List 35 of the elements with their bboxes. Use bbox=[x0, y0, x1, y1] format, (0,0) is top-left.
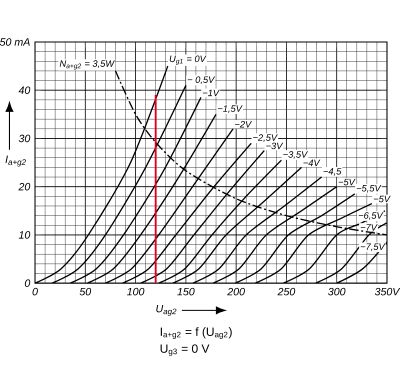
x-axis-title: U$_{ag2}$ bbox=[156, 304, 176, 316]
series-label: −5V bbox=[374, 196, 391, 202]
x-tick-label: 150 bbox=[177, 288, 195, 296]
x-tick-label: 200 bbox=[227, 288, 245, 296]
series-label: −3V bbox=[266, 142, 284, 150]
y-axis-title: I$_{a+g2}$ bbox=[6, 156, 26, 166]
series-label: −4,5 bbox=[324, 168, 342, 176]
series-label: N$_{a+g2}$ = 3,5W bbox=[60, 60, 115, 70]
series-label: −4V bbox=[303, 160, 320, 166]
y-tick-label: 50 mA bbox=[0, 38, 30, 46]
x-tick-label: 300 bbox=[328, 288, 346, 296]
series-label: −6,5V bbox=[358, 212, 384, 220]
series-label: −1,5V bbox=[218, 105, 243, 113]
series-label: −1V bbox=[202, 90, 220, 96]
series-label: −5,5V bbox=[356, 184, 382, 192]
series-label: − 0,5V bbox=[188, 76, 216, 84]
series-label: −2,5V bbox=[253, 134, 278, 142]
y-tick-label: 20 bbox=[18, 182, 30, 190]
x-tick-label: 350V bbox=[374, 288, 400, 296]
series-label: −3,5V bbox=[283, 151, 308, 159]
y-tick-label: 0 bbox=[24, 279, 30, 287]
x-tick-label: 50 bbox=[80, 288, 92, 296]
series-label: U$_{g1}$ = 0V bbox=[170, 55, 207, 65]
x-tick-label: 100 bbox=[126, 288, 144, 296]
text: U$_{g3}$ = 0 V bbox=[160, 344, 210, 356]
series-label: −2V bbox=[235, 120, 252, 128]
y-tick-label: 10 bbox=[18, 231, 30, 239]
text: I$_{a+g2}$ = f (U$_{ag2}$) bbox=[160, 327, 232, 339]
series-label: −5V bbox=[338, 178, 356, 186]
y-tick-label: 30 bbox=[18, 134, 30, 142]
series-label: −7,5V bbox=[360, 243, 386, 251]
x-tick-label: 250 bbox=[277, 288, 296, 296]
y-tick-label: 40 bbox=[18, 86, 30, 94]
x-tick-label: 0 bbox=[32, 288, 38, 296]
series-label: −7V bbox=[360, 224, 378, 230]
